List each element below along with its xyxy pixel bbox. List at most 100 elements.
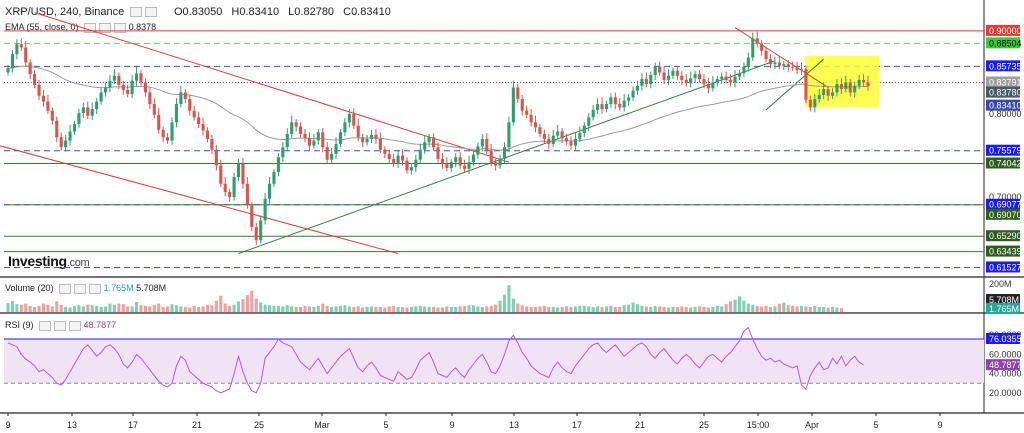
volume-toggle-icon[interactable]: [59, 283, 72, 294]
volume-bar: [764, 305, 768, 312]
candle-body: [347, 114, 351, 123]
rsi-close-icon[interactable]: [69, 320, 82, 331]
candle-body: [254, 226, 258, 241]
volume-bar: [485, 306, 489, 312]
volume-bar: [529, 306, 533, 312]
rsi-value: 48.7877: [83, 320, 117, 330]
volume-bar: [804, 306, 808, 312]
volume-bar: [33, 306, 37, 312]
candle-body: [675, 70, 679, 76]
candle-body: [267, 183, 272, 199]
rsi-toggle-icon[interactable]: [39, 320, 52, 331]
candle-body: [547, 138, 551, 144]
price-level-tag: 0.63439: [989, 247, 1022, 257]
candle-body: [680, 75, 684, 80]
volume-bar: [565, 306, 569, 312]
candle-body: [343, 122, 347, 133]
candle-body: [192, 110, 196, 118]
candle-body: [782, 64, 786, 66]
volume-close-icon[interactable]: [89, 283, 102, 294]
volume-bar: [170, 304, 174, 312]
ema-settings-icon[interactable]: [99, 22, 112, 33]
candle-body: [369, 134, 374, 139]
candle-body: [835, 84, 839, 93]
candle-body: [374, 134, 378, 139]
x-tick-label: 17: [572, 420, 582, 430]
volume-bar: [46, 304, 50, 312]
ema-close-icon[interactable]: [114, 22, 127, 33]
candle-body: [542, 133, 546, 139]
volume-bar: [272, 305, 276, 312]
investing-logo: Investing.com: [8, 253, 90, 269]
rsi-tag-bg: [986, 359, 1020, 371]
candle-body: [839, 84, 843, 90]
candle-body: [392, 158, 396, 164]
volume-bar: [835, 307, 839, 312]
chart-symbol: XRP/USD, 240, Binance: [5, 6, 125, 18]
candle-body: [822, 89, 826, 95]
downtrend-lower-line: [0, 145, 399, 255]
volume-bar: [449, 306, 453, 312]
volume-bar: [467, 305, 471, 312]
volume-bar: [72, 305, 77, 312]
candle-body: [866, 82, 870, 86]
volume-settings-icon[interactable]: [74, 283, 87, 294]
candle-body: [152, 104, 156, 115]
volume-bar: [675, 306, 679, 312]
candle-body: [303, 133, 307, 139]
candle-body: [387, 153, 391, 159]
ema-toggle-icon[interactable]: [84, 22, 97, 33]
candle-body: [241, 163, 245, 184]
volume-bar: [463, 305, 467, 312]
volume-bar: [587, 306, 591, 312]
high-value: H0.83410: [231, 6, 280, 18]
volume-bar: [791, 305, 795, 312]
volume-bar: [507, 285, 511, 312]
logo-suffix: .com: [66, 257, 90, 269]
price-level-tag-bg: [986, 230, 1020, 242]
candle-body: [77, 113, 81, 124]
candle-body: [494, 162, 498, 166]
volume-bar: [361, 307, 365, 312]
volume-bar: [432, 306, 436, 312]
candle-body: [68, 131, 72, 141]
candle-body: [715, 79, 719, 83]
volume-bar: [729, 301, 733, 312]
legend-toggle-icon[interactable]: [130, 7, 143, 18]
volume-bar: [135, 301, 139, 312]
volume-bar: [538, 306, 542, 312]
candle-body: [174, 104, 179, 123]
candle-body: [143, 82, 147, 93]
ema-value: 0.8378: [128, 22, 157, 32]
close-value: C0.83410: [343, 6, 391, 18]
candle-body: [640, 79, 644, 86]
candle-body: [706, 84, 710, 89]
candle-body: [179, 92, 183, 105]
ema-legend: EMA (55, close, 0) 0.8378: [5, 22, 156, 33]
volume-bar: [786, 305, 790, 312]
rsi-settings-icon[interactable]: [54, 320, 67, 331]
volume-bar: [693, 306, 697, 312]
volume-bar: [86, 304, 90, 312]
volume-bar: [103, 306, 108, 312]
settings-icon[interactable]: [145, 7, 158, 18]
candle-body: [808, 99, 812, 108]
volume-tag: 200M: [989, 279, 1012, 289]
candle-body: [19, 44, 23, 48]
volume-bar: [321, 303, 325, 312]
volume-bar: [454, 306, 458, 312]
volume-value-1: 1.765M: [103, 283, 134, 293]
candle-body: [489, 150, 493, 163]
candle-body: [24, 47, 28, 63]
x-tick-label: Mar: [314, 420, 330, 430]
volume-bar: [436, 307, 440, 312]
volume-bar: [525, 306, 529, 312]
candle-body: [755, 38, 759, 44]
volume-bar: [316, 305, 320, 312]
volume-bar: [121, 304, 125, 312]
candle-body: [325, 147, 329, 160]
candle-body: [463, 165, 467, 169]
volume-bar: [250, 290, 254, 312]
volume-bar: [179, 306, 183, 312]
